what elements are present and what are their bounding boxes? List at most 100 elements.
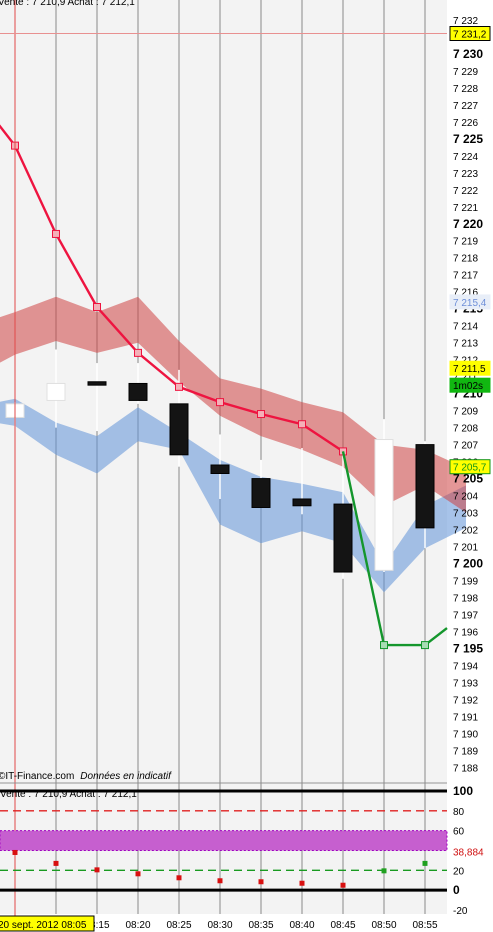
price-tick-label: 7 194 xyxy=(453,662,478,673)
time-tick-label: 08:15 xyxy=(84,920,109,931)
price-tick-label: 7 191 xyxy=(453,712,478,723)
red-line-marker xyxy=(134,348,142,357)
oscillator-zone xyxy=(0,830,448,851)
price-badge: 7 231,2 xyxy=(449,26,491,41)
candle[interactable] xyxy=(292,448,312,515)
price-badge-label: 7 211,5 xyxy=(453,364,486,375)
candle-body-down xyxy=(128,382,148,401)
candle-body-down xyxy=(251,478,271,508)
oscillator-point xyxy=(53,860,59,866)
watermark-brand: ©IT-Finance.com xyxy=(0,771,74,782)
green-line-marker xyxy=(421,641,429,650)
oscillator-point xyxy=(94,867,100,873)
price-tick-label: 7 232 xyxy=(453,16,478,27)
price-tick-label: 7 230 xyxy=(453,47,483,61)
candle-body-up xyxy=(46,382,66,401)
price-tick-label: 7 225 xyxy=(453,132,483,146)
oscillator-badge-box xyxy=(450,844,490,859)
oscillator-tick-label: 60 xyxy=(453,827,465,838)
price-tick-label: 7 229 xyxy=(453,67,478,78)
oscillator-tick-label: 80 xyxy=(453,807,465,818)
price-tick-label: 7 227 xyxy=(453,101,478,112)
price-tick-label: 7 219 xyxy=(453,237,478,248)
price-tick-label: 7 223 xyxy=(453,169,478,180)
price-badge: 7 211,5 xyxy=(449,360,491,376)
candle-body-down xyxy=(87,381,107,386)
price-tick-label: 7 205 xyxy=(453,472,483,486)
time-tick-label: 08:25 xyxy=(166,920,191,931)
price-tick-label: 7 218 xyxy=(453,254,478,265)
oscillator-point xyxy=(135,871,141,877)
oscillator-point xyxy=(176,875,182,881)
cursor-date-badge-box xyxy=(0,915,95,932)
price-tick-label: 7 226 xyxy=(453,118,478,129)
quote-line-top: Vente : 7 210,9 Achat : 7 212,1 xyxy=(0,0,135,8)
red-line-marker xyxy=(298,420,306,429)
quote-line-indicator: Vente : 7 210,9 Achat : 7 212,1 xyxy=(0,789,137,800)
oscillator-point xyxy=(217,878,223,884)
candle[interactable] xyxy=(128,363,148,404)
candle[interactable] xyxy=(333,451,353,579)
price-badge-box xyxy=(449,294,491,310)
price-tick-label: 7 189 xyxy=(453,746,478,757)
candle[interactable] xyxy=(374,419,394,573)
price-tick-label: 7 202 xyxy=(453,526,478,537)
cursor-date-label: 20 sept. 2012 08:05 xyxy=(0,920,87,931)
price-tick-label: 7 220 xyxy=(453,217,483,231)
price-badge: 7 215,4 xyxy=(449,294,491,310)
candle[interactable] xyxy=(415,441,435,549)
price-tick-label: 7 196 xyxy=(453,628,478,639)
red-line-marker xyxy=(175,382,183,391)
oscillator-point xyxy=(12,849,18,855)
price-tick-label: 7 213 xyxy=(453,339,478,350)
green-trend-line xyxy=(341,451,448,647)
price-tick-label: 7 199 xyxy=(453,577,478,588)
price-tick-label: 7 201 xyxy=(453,543,478,554)
candle[interactable] xyxy=(46,349,66,428)
price-tick-label: 7 192 xyxy=(453,696,478,707)
price-tick-label: 7 198 xyxy=(453,594,478,605)
price-tick-label: 7 221 xyxy=(453,203,478,214)
cursor-crosshair xyxy=(0,0,447,918)
trend-lines xyxy=(0,124,448,650)
price-badge-label: 7 205,7 xyxy=(453,463,487,474)
red-line-marker xyxy=(52,229,60,238)
oscillator-point xyxy=(422,860,428,866)
oscillator-point xyxy=(340,882,346,888)
price-tick-label: 7 207 xyxy=(453,441,478,452)
price-tick-label: 7 195 xyxy=(453,642,483,656)
candle-body-down xyxy=(292,498,312,507)
time-tick-label: 08:50 xyxy=(371,920,396,931)
price-badge: 1m02s xyxy=(449,377,491,393)
price-tick-label: 7 193 xyxy=(453,679,478,690)
red-line-marker xyxy=(93,303,101,312)
candle-body-down xyxy=(210,464,230,474)
candle[interactable] xyxy=(251,459,271,508)
price-tick-label: 7 214 xyxy=(453,322,478,333)
red-trend-line xyxy=(0,124,344,453)
green-line-marker xyxy=(380,641,388,650)
price-tick-label: 7 197 xyxy=(453,611,478,622)
candle[interactable] xyxy=(210,434,230,499)
cursor-date-badge: 20 sept. 2012 08:05 xyxy=(0,915,95,932)
candle[interactable] xyxy=(87,363,107,432)
price-tick-label: 7 208 xyxy=(453,424,478,435)
price-badge-box xyxy=(449,459,491,475)
price-badge-label: 7 231,2 xyxy=(453,30,487,41)
candle-body-down xyxy=(169,403,189,456)
oscillator-tick-label: -20 xyxy=(453,906,468,917)
price-tick-label: 7 188 xyxy=(453,763,478,774)
candle-body-down xyxy=(415,444,435,529)
oscillator-value-badge: 38,884 xyxy=(450,844,490,859)
price-tick-label: 7 200 xyxy=(453,557,483,571)
price-badge-box xyxy=(449,360,491,376)
price-tick-label: 7 203 xyxy=(453,509,478,520)
watermark-disclaimer: Données en indicatif xyxy=(80,771,172,782)
price-tick-label: 7 190 xyxy=(453,729,478,740)
price-tick-label: 7 224 xyxy=(453,152,478,163)
oscillator-tick-label: 20 xyxy=(453,866,465,877)
oscillator-point xyxy=(258,879,264,885)
price-tick-label: 7 228 xyxy=(453,84,478,95)
red-line-marker xyxy=(257,410,265,419)
